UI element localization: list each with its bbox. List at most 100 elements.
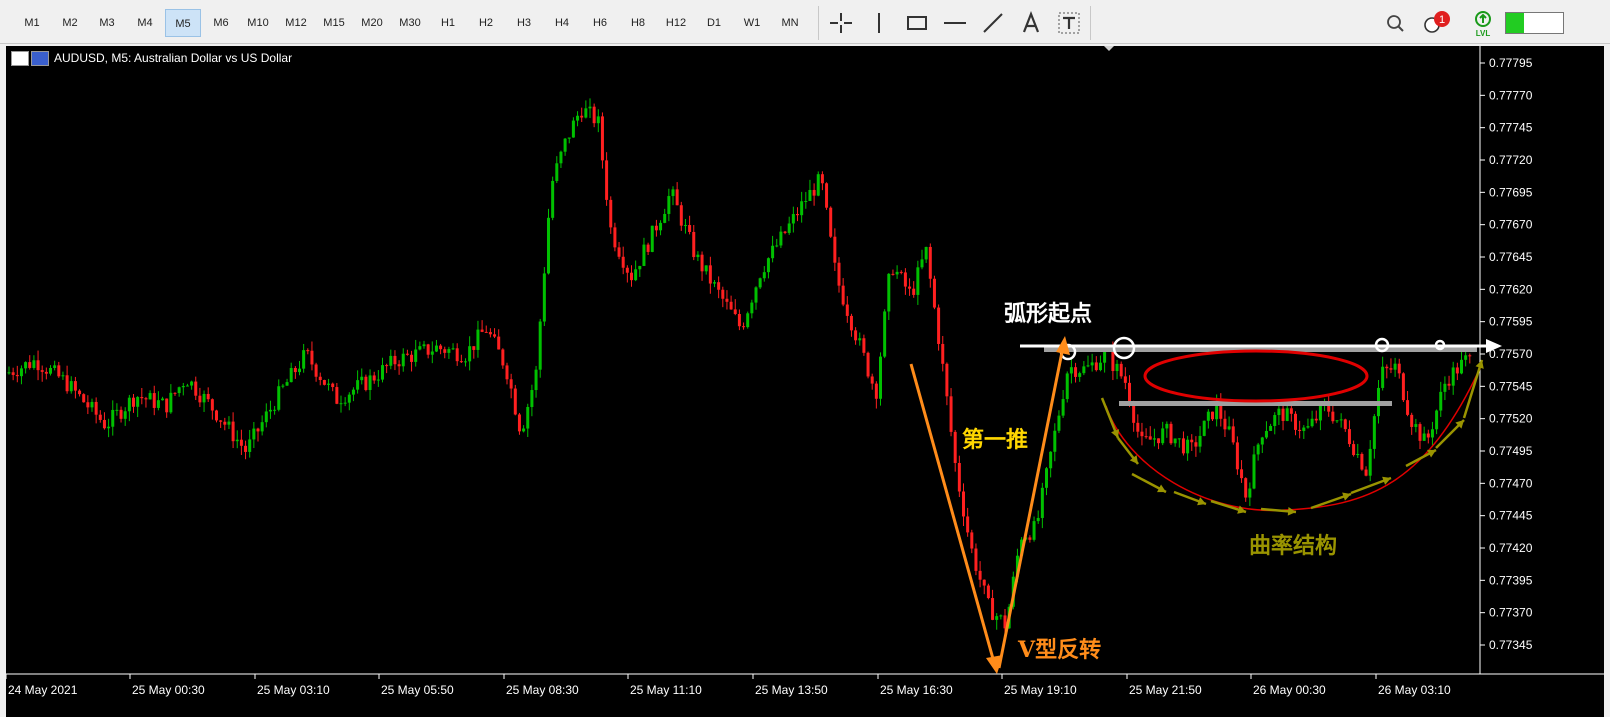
candle xyxy=(1186,435,1190,461)
candle xyxy=(364,374,368,392)
candle-body xyxy=(1198,435,1202,447)
chart-canvas[interactable]: 0.77795 0.77770 0.77745 0.77720 0.77695 0.776… xyxy=(6,46,1604,717)
lvl-signal-icon[interactable]: LVL xyxy=(1470,9,1500,38)
candle-body xyxy=(393,355,397,365)
text-icon[interactable] xyxy=(1016,9,1046,37)
candle-body xyxy=(991,598,995,620)
candle xyxy=(1273,412,1277,435)
timeframe-button-m12[interactable]: M12 xyxy=(285,17,307,29)
crosshair-icon[interactable] xyxy=(826,9,856,37)
candle xyxy=(244,440,248,460)
candle-body xyxy=(132,397,135,407)
chat-notification-icon[interactable]: 1 xyxy=(1420,9,1450,37)
timeframe-button-h1[interactable]: H1 xyxy=(440,17,456,29)
candle xyxy=(1177,438,1181,448)
candle-body xyxy=(215,410,218,421)
candle xyxy=(190,380,194,390)
candle xyxy=(688,215,692,235)
candle-body xyxy=(360,376,364,381)
timeframe-button-m3[interactable]: M3 xyxy=(99,17,115,29)
timeframe-button-h8[interactable]: H8 xyxy=(630,17,646,29)
candle-body xyxy=(833,236,837,263)
connection-status-bar[interactable] xyxy=(1505,12,1564,34)
timeframe-button-m30[interactable]: M30 xyxy=(399,17,421,29)
timeframe-button-w1[interactable]: W1 xyxy=(743,17,761,29)
candle-body xyxy=(1327,402,1331,412)
timeframe-button-m5[interactable]: M5 xyxy=(165,9,201,37)
candle-body xyxy=(1418,424,1422,441)
candle-body xyxy=(1347,429,1351,445)
candle-body xyxy=(1389,368,1393,370)
candle xyxy=(1310,410,1314,428)
timeframe-button-m15[interactable]: M15 xyxy=(323,17,345,29)
candle-body xyxy=(1335,420,1339,422)
candle xyxy=(924,246,928,263)
price-label: 0.77370 xyxy=(1489,606,1533,620)
candle-body xyxy=(351,389,355,395)
candle xyxy=(1294,411,1297,436)
candle xyxy=(1460,350,1463,375)
rectangle-icon[interactable] xyxy=(902,9,932,37)
candle xyxy=(497,329,501,350)
candle xyxy=(127,394,131,422)
candle xyxy=(443,346,447,359)
candle xyxy=(883,309,887,359)
price-label: 0.77545 xyxy=(1489,379,1533,393)
candle-body xyxy=(32,360,36,368)
candle-body xyxy=(804,200,808,202)
candle xyxy=(219,420,223,428)
timeframe-button-m4[interactable]: M4 xyxy=(137,17,153,29)
candle xyxy=(293,366,297,379)
candle-body xyxy=(513,388,517,415)
timeframe-button-h2[interactable]: H2 xyxy=(478,17,494,29)
candle-body xyxy=(588,106,592,109)
candle xyxy=(1090,353,1094,372)
candle-body xyxy=(111,409,115,427)
trendline-icon[interactable] xyxy=(978,9,1008,37)
timeframe-button-m6[interactable]: M6 xyxy=(213,17,229,29)
candle-body xyxy=(903,272,907,287)
candle xyxy=(1410,412,1414,435)
candle xyxy=(721,286,725,308)
timeframe-button-mn[interactable]: MN xyxy=(781,17,799,29)
candle-body xyxy=(1252,454,1256,489)
candle-body xyxy=(1177,438,1181,440)
timeframe-button-m1[interactable]: M1 xyxy=(24,17,40,29)
candle-body xyxy=(866,352,870,377)
candle-body xyxy=(675,189,679,206)
candle-body xyxy=(945,363,949,397)
candle xyxy=(44,367,48,380)
vertical-line-icon[interactable] xyxy=(864,9,894,37)
candle xyxy=(1231,418,1235,445)
search-icon[interactable] xyxy=(1380,9,1410,37)
timeframe-button-d1[interactable]: D1 xyxy=(706,17,722,29)
timeframe-button-h12[interactable]: H12 xyxy=(665,17,687,29)
candle xyxy=(576,111,580,127)
candle xyxy=(455,343,459,366)
timeframe-button-m2[interactable]: M2 xyxy=(62,17,78,29)
horizontal-line-icon[interactable] xyxy=(940,9,970,37)
candle xyxy=(252,422,256,449)
timeframe-button-m20[interactable]: M20 xyxy=(361,17,383,29)
timeframe-button-h3[interactable]: H3 xyxy=(516,17,532,29)
timeframe-button-h6[interactable]: H6 xyxy=(592,17,608,29)
price-label: 0.77620 xyxy=(1489,282,1533,296)
candle xyxy=(1260,436,1264,453)
text-label-icon[interactable] xyxy=(1054,9,1084,37)
candle xyxy=(418,341,422,351)
candle-body xyxy=(986,585,990,599)
timeframe-button-m10[interactable]: M10 xyxy=(247,17,269,29)
candle xyxy=(410,350,414,372)
candle xyxy=(891,269,895,276)
candle-body xyxy=(248,439,252,452)
candle xyxy=(260,415,264,436)
candle xyxy=(517,412,521,435)
candle xyxy=(725,290,729,310)
candle-body xyxy=(90,401,94,408)
candle xyxy=(347,392,351,411)
price-chart[interactable]: 0.77795 0.77770 0.77745 0.77720 0.77695 0.776… xyxy=(6,46,1604,717)
timeframe-button-h4[interactable]: H4 xyxy=(554,17,570,29)
candle xyxy=(480,320,484,333)
candle-body xyxy=(754,287,758,303)
time-label: 25 May 19:10 xyxy=(1004,683,1077,697)
